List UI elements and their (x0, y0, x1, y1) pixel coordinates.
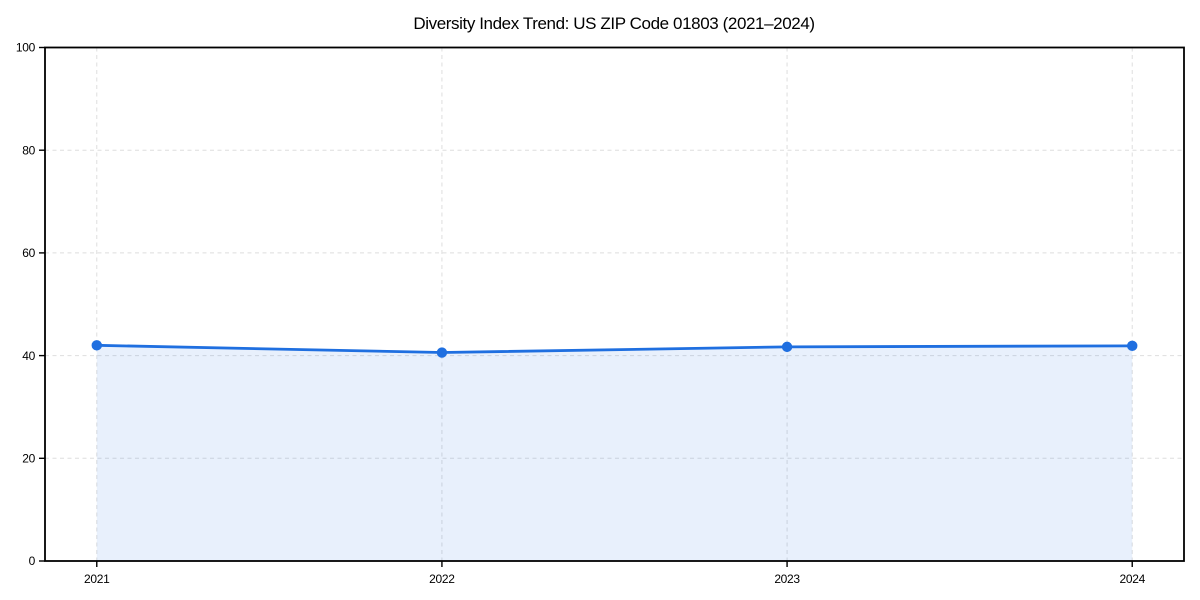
x-tick-label: 2024 (1119, 572, 1145, 586)
x-tick-label: 2021 (84, 572, 110, 586)
y-tick-label: 0 (29, 554, 36, 568)
data-point-2024 (1127, 340, 1138, 352)
data-point-2021 (91, 340, 102, 351)
area-fill (96, 345, 1133, 561)
data-point-2023 (781, 341, 793, 353)
y-tick-label: 20 (22, 452, 35, 466)
tick-labels-layer: 0 20 40 60 80 100 2021 2022 2023 2024 (16, 41, 1146, 586)
trend-line (95, 343, 1134, 354)
axes-layer (39, 46, 1185, 567)
data-point-2022 (436, 347, 448, 358)
trend-line-layer (95, 343, 1134, 354)
area-fill-layer (96, 345, 1133, 561)
gridlines (45, 47, 1184, 561)
data-points-layer (91, 340, 1138, 358)
y-tick-label: 60 (22, 246, 35, 260)
plot-border (44, 46, 1185, 562)
x-tick-label: 2022 (429, 572, 455, 586)
y-tick-label: 40 (22, 349, 35, 363)
x-tick-label: 2023 (774, 572, 800, 586)
y-tick-label: 100 (16, 41, 36, 55)
y-tick-label: 80 (22, 143, 35, 157)
chart-title: Diversity Index Trend: US ZIP Code 01803… (413, 14, 814, 33)
